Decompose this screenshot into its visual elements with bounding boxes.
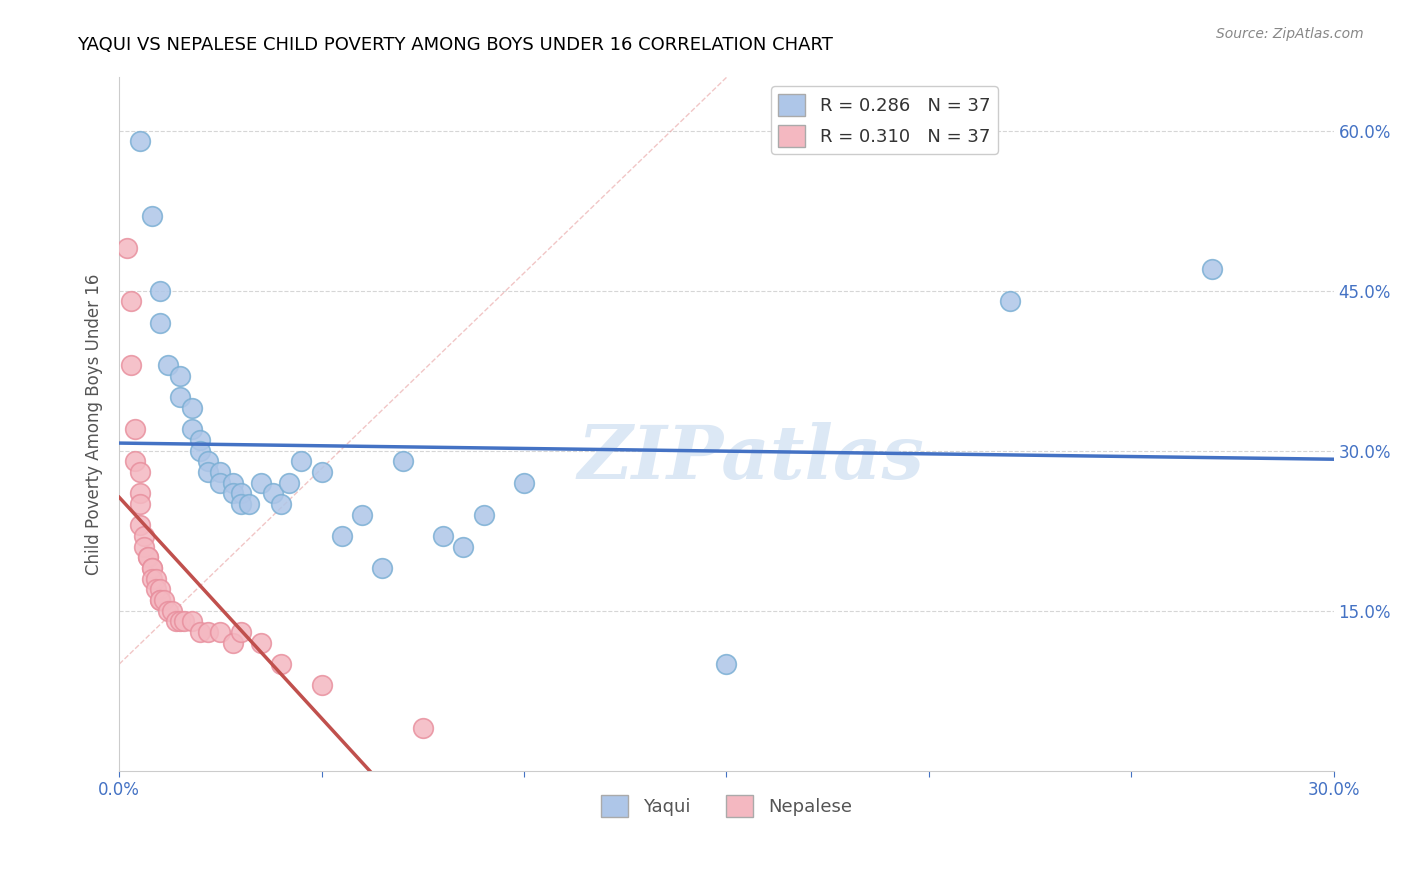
Point [141,572,163,586]
Point [278,475,301,490]
Point [229,625,252,640]
Point [153,593,174,607]
Point [197,625,219,640]
Point [270,657,292,671]
Point [169,615,191,629]
Point [262,486,284,500]
Point [453,540,475,554]
Point [136,550,159,565]
Point [188,443,211,458]
Point [136,550,159,565]
Point [149,593,172,607]
Point [128,465,150,479]
Point [998,294,1021,309]
Point [128,135,150,149]
Point [132,540,155,554]
Point [412,721,434,735]
Point [221,486,243,500]
Point [128,518,150,533]
Point [141,561,163,575]
Point [156,359,179,373]
Point [209,625,232,640]
Point [169,391,191,405]
Point [209,465,232,479]
Point [238,497,260,511]
Point [250,475,273,490]
Point [141,561,163,575]
Point [128,486,150,500]
Point [197,465,219,479]
Point [145,582,167,597]
Point [197,454,219,468]
Point [513,475,536,490]
Point [716,657,738,671]
Point [160,604,183,618]
Point [141,209,163,223]
Point [432,529,454,543]
Point [311,678,333,692]
Point [209,475,232,490]
Point [145,572,167,586]
Point [149,582,172,597]
Point [229,486,252,500]
Point [149,593,172,607]
Point [188,625,211,640]
Point [120,294,142,309]
Point [124,454,146,468]
Point [472,508,495,522]
Point [156,604,179,618]
Point [181,401,204,415]
Legend: Yaqui, Nepalese: Yaqui, Nepalese [593,788,859,824]
Point [229,497,252,511]
Point [221,475,243,490]
Point [181,615,204,629]
Point [221,636,243,650]
Point [330,529,353,543]
Text: ZIPatlas: ZIPatlas [578,423,924,495]
Point [173,615,195,629]
Point [1201,262,1223,277]
Point [149,316,172,330]
Point [165,615,187,629]
Point [371,561,394,575]
Point [120,359,142,373]
Point [290,454,312,468]
Point [311,465,333,479]
Point [149,284,172,298]
Point [117,241,139,255]
Point [270,497,292,511]
Point [181,422,204,436]
Point [391,454,413,468]
Point [124,422,146,436]
Point [352,508,374,522]
Point [132,529,155,543]
Y-axis label: Child Poverty Among Boys Under 16: Child Poverty Among Boys Under 16 [86,273,103,574]
Point [128,497,150,511]
Point [169,369,191,384]
Text: Source: ZipAtlas.com: Source: ZipAtlas.com [1216,27,1364,41]
Point [250,636,273,650]
Point [188,433,211,447]
Text: YAQUI VS NEPALESE CHILD POVERTY AMONG BOYS UNDER 16 CORRELATION CHART: YAQUI VS NEPALESE CHILD POVERTY AMONG BO… [77,36,834,54]
